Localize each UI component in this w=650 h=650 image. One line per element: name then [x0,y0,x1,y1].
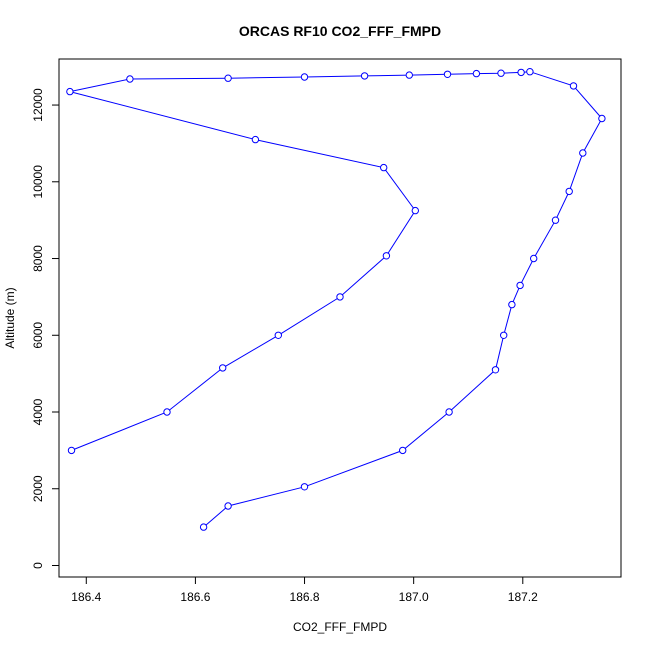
chart-title: ORCAS RF10 CO2_FFF_FMPD [239,23,441,39]
x-tick-label: 186.8 [290,590,320,604]
data-point [411,206,419,215]
data-point [565,187,573,196]
y-axis-label: Altitude (m) [3,287,17,348]
plot-frame [58,58,622,578]
data-point [517,68,525,77]
y-tick-label: 2000 [31,475,45,502]
data-point [336,293,344,301]
data-point [491,366,500,374]
data-points [66,68,606,531]
y-tick-label: 4000 [31,398,45,425]
x-axis: 186.4 186.6 186.8 187.0 187.2 [71,576,538,604]
data-point [219,364,227,372]
x-axis-label: CO2_FFF_FMPD [293,620,387,634]
data-point [163,408,171,416]
data-point [66,87,74,96]
data-point [569,82,578,90]
data-point [497,69,505,77]
data-point [598,114,606,123]
y-axis: 0 2000 4000 6000 8000 10000 12000 [31,88,60,569]
data-point [399,446,407,455]
data-point [300,73,309,81]
y-tick-label: 0 [31,562,45,569]
data-point [508,300,516,309]
data-point [551,216,560,224]
x-tick-label: 186.4 [71,590,101,604]
data-point [224,74,232,82]
y-tick-label: 12000 [31,88,45,122]
data-point [530,254,538,263]
data-point [472,69,481,78]
data-point [300,483,309,491]
data-point [526,68,534,76]
data-point [516,281,524,290]
data-point [199,523,208,531]
data-point [405,71,413,79]
data-point [443,70,452,79]
data-point [382,252,391,260]
data-point [445,408,453,416]
x-tick-label: 186.6 [180,590,210,604]
data-point [251,135,260,144]
data-point [224,502,232,510]
data-point [360,72,369,80]
y-tick-label: 10000 [31,165,45,199]
x-tick-label: 187.2 [508,590,538,604]
data-point [500,331,508,339]
x-tick-label: 187.0 [399,590,429,604]
data-point [126,75,134,83]
y-tick-label: 6000 [31,322,45,349]
data-point [67,446,76,455]
data-point [274,331,282,339]
series-line [69,71,603,528]
data-point [380,163,388,172]
y-tick-label: 8000 [31,245,45,272]
data-point [579,149,587,157]
